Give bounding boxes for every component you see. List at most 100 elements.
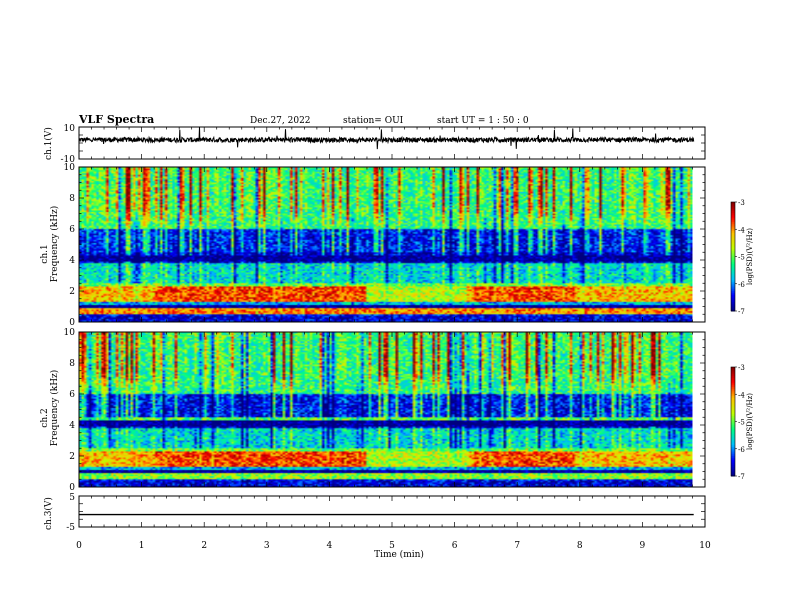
ch1-spectrogram-colorbar-swatch [731, 232, 735, 236]
ch2-spectrogram-colorbar-swatch [731, 388, 735, 392]
ch1-spectrogram-colorbar-swatch [731, 231, 735, 234]
ch1-spectrogram-colorbar-tick-label: -5 [738, 254, 745, 262]
ch2-spectrogram-colorbar-swatch [731, 470, 735, 473]
ch2-spectrogram-colorbar-swatch [731, 441, 735, 444]
ch2-spectrogram-colorbar-swatch [731, 436, 735, 439]
ch2-spectrogram-colorbar-swatch [731, 386, 735, 390]
time-tick-label: 5 [389, 541, 395, 551]
ch2-spectrogram-colorbar-tick-label: -5 [738, 419, 745, 427]
ch1-spectrogram-colorbar-swatch [731, 212, 735, 216]
ch1-spectrogram-colorbar-tick-label: -3 [738, 199, 745, 207]
ch2-spectrogram-colorbar-swatch [731, 448, 735, 452]
ch2-spectrogram-colorbar-tick-label: -7 [738, 473, 745, 481]
ch2-spectrogram-colorbar-swatch [731, 459, 735, 462]
ch1-waveform-ytick-label: -10 [61, 155, 76, 165]
time-tick-label: 1 [139, 541, 145, 551]
ch1-spectrogram-colorbar-swatch [731, 271, 735, 274]
ch2-spectrogram-colorbar-swatch [731, 425, 735, 428]
station-label: station= OUI [343, 116, 404, 126]
figure-title: VLF Spectra [78, 113, 154, 126]
ch2-spectrogram-colorbar-swatch [731, 457, 735, 461]
ch1-spectrogram-colorbar-swatch [731, 227, 735, 230]
ch2-spectrogram-ylabel-line1: ch.2 [40, 408, 50, 427]
ch2-spectrogram-colorbar-swatch [731, 437, 735, 441]
ch2-spectrogram-colorbar-swatch [731, 412, 735, 415]
ch2-spectrogram-colorbar-swatch [731, 426, 735, 430]
time-tick-label: 8 [577, 541, 583, 551]
ch1-spectrogram-colorbar-swatch [731, 240, 735, 243]
ch1-spectrogram-colorbar-swatch [731, 298, 735, 301]
ch1-spectrogram-colorbar-swatch [731, 216, 735, 219]
ch1-spectrogram-colorbar-swatch [731, 260, 735, 263]
ch2-spectrogram-colorbar-swatch [731, 454, 735, 457]
ch1-waveform-trace [78, 126, 695, 150]
ch1-spectrogram-colorbar-swatch [731, 267, 735, 270]
ch2-spectrogram-colorbar-swatch [731, 419, 735, 422]
ch1-waveform-panel: 10 -10 [61, 124, 706, 165]
ch2-spectrogram-colorbar-swatch [731, 399, 735, 403]
time-tick-label: 10 [699, 541, 711, 551]
time-tick-label: 2 [201, 541, 207, 551]
ch2-spectrogram-colorbar-swatch [731, 456, 735, 459]
ch3-waveform-ytick-label: -5 [66, 523, 75, 533]
ch1-spectrogram-colorbar-swatch [731, 291, 735, 294]
ch1-spectrogram-ylabel-line1: ch.1 [40, 244, 50, 263]
ch1-spectrogram-colorbar-swatch [731, 247, 735, 250]
ch2-spectrogram-colorbar-tick-label: -4 [738, 391, 745, 399]
start-time-label: start UT = 1 : 50 : 0 [437, 116, 529, 126]
ch3-waveform-ylabel: ch.3(V) [43, 497, 54, 530]
ch1-spectrogram-colorbar-tick-label: -4 [738, 226, 745, 234]
ch2-spectrogram-ytick-label: 10 [64, 328, 76, 338]
time-axis: 0 1 2 3 4 5 6 7 8 9 10 [76, 541, 711, 551]
ch2-spectrogram-colorbar-swatch [731, 423, 735, 426]
ch2-spectrogram-colorbar-label: log(PSD)(V²/Hz) [746, 393, 754, 450]
ch2-spectrogram-image [79, 332, 693, 487]
ch2-spectrogram-colorbar-tick-label: -6 [738, 446, 745, 454]
ch2-spectrogram-panel: 0 2 4 6 8 10 [64, 328, 706, 493]
ch1-spectrogram-colorbar-label: log(PSD)(V²/Hz) [746, 228, 754, 285]
ch1-spectrogram-colorbar-swatch [731, 263, 735, 267]
ch1-spectrogram-ytick-label: 4 [69, 256, 75, 266]
ch2-spectrogram-colorbar-swatch [731, 417, 735, 421]
ch1-spectrogram-colorbar-swatch [731, 229, 735, 232]
time-tick-label: 9 [640, 541, 646, 551]
ch2-spectrogram-colorbar-tick-label: -3 [738, 364, 745, 372]
ch1-spectrogram-colorbar-swatch [731, 307, 735, 310]
x-axis-label: Time (min) [374, 549, 424, 560]
ch1-spectrogram-colorbar-tick-label: -7 [738, 308, 745, 316]
ch1-spectrogram-colorbar-swatch [731, 305, 735, 308]
ch1-waveform-ylabel: ch.1(V) [43, 127, 54, 160]
ch1-spectrogram-colorbar-swatch [731, 285, 735, 288]
ch2-spectrogram-colorbar-swatch [731, 408, 735, 412]
ch1-spectrogram-ylabel-line2: Frequency (kHz) [49, 206, 60, 283]
ch1-spectrogram-colorbar-swatch [731, 272, 735, 276]
ch1-spectrogram-colorbar-swatch [731, 292, 735, 296]
ch1-spectrogram-colorbar-swatch [731, 234, 735, 238]
ch2-spectrogram-ytick-label: 0 [69, 483, 75, 493]
ch2-spectrogram-colorbar-swatch [731, 397, 735, 401]
ch2-spectrogram-colorbar-swatch [731, 385, 735, 388]
ch1-spectrogram-colorbar-swatch [731, 211, 735, 214]
ch2-spectrogram-colorbar-swatch [731, 466, 735, 470]
ch1-spectrogram-colorbar-swatch [731, 218, 735, 221]
ch1-spectrogram-ytick-label: 10 [64, 163, 76, 173]
ch2-spectrogram-colorbar-swatch [731, 430, 735, 433]
ch1-spectrogram-colorbar-tick-label: -6 [738, 281, 745, 289]
time-tick-label: 4 [327, 541, 333, 551]
ch1-spectrogram-colorbar-swatch [731, 281, 735, 285]
ch2-spectrogram-colorbar-swatch [731, 472, 735, 475]
ch2-spectrogram-colorbar-swatch [731, 379, 735, 383]
ch2-spectrogram-colorbar-swatch [731, 390, 735, 393]
ch1-spectrogram-colorbar-swatch [731, 220, 735, 223]
ch1-spectrogram-colorbar-swatch [731, 223, 735, 227]
ch2-spectrogram-colorbar-swatch [731, 406, 735, 410]
ch2-spectrogram-colorbar-swatch [731, 468, 735, 472]
ch2-spectrogram-colorbar-swatch [731, 370, 735, 373]
ch1-spectrogram-colorbar-swatch [731, 225, 735, 228]
time-tick-label: 6 [452, 541, 458, 551]
ch2-spectrogram-colorbar-swatch [731, 445, 735, 448]
ch2-spectrogram-colorbar-swatch [731, 439, 735, 442]
ch1-spectrogram-colorbar-swatch [731, 251, 735, 254]
ch1-spectrogram-colorbar-swatch [731, 236, 735, 239]
ch2-spectrogram-colorbar-swatch [731, 372, 735, 375]
